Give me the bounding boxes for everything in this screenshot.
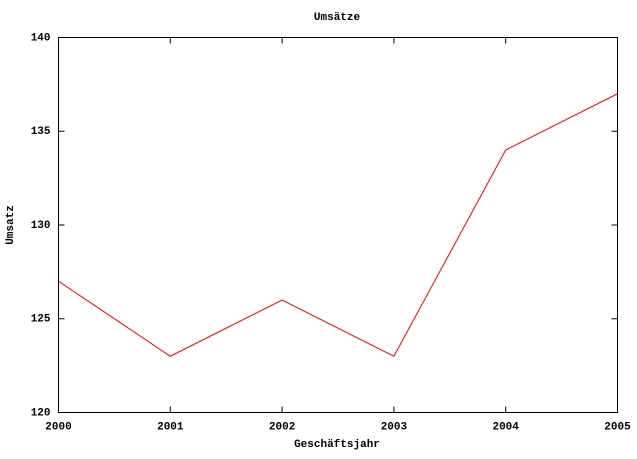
x-tick-label: 2004	[492, 421, 519, 433]
x-axis-label: Geschäftsjahr	[294, 439, 380, 451]
x-tick-label: 2001	[157, 421, 184, 433]
y-tick-label: 135	[31, 126, 51, 138]
y-axis-label: Umsatz	[5, 205, 17, 245]
x-tick-label: 2000	[45, 421, 71, 433]
x-tick-label: 2003	[381, 421, 408, 433]
y-tick-label: 130	[31, 220, 51, 232]
x-tick-label: 2002	[269, 421, 295, 433]
y-tick-label: 140	[31, 32, 51, 44]
data-line	[58, 93, 618, 357]
chart-title: Umsätze	[314, 12, 361, 24]
y-tick-label: 125	[31, 314, 51, 326]
y-tick-label: 120	[31, 407, 51, 419]
x-tick-label: 2005	[604, 421, 631, 433]
